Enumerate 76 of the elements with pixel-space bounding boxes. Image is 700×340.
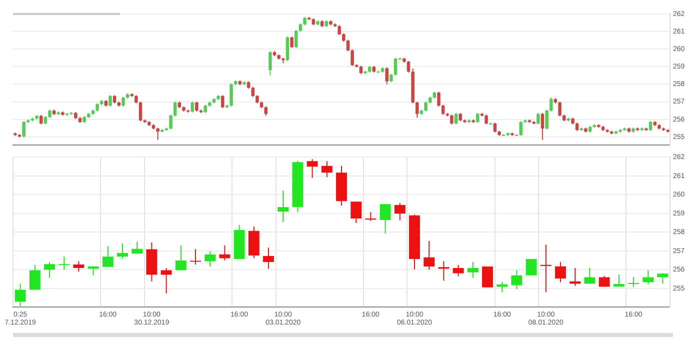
candlestick — [406, 60, 410, 73]
candlestick — [190, 101, 194, 113]
candlestick — [230, 82, 233, 108]
candlestick — [657, 272, 668, 284]
candlestick — [22, 120, 26, 138]
candlestick — [394, 202, 406, 221]
candlestick — [454, 112, 458, 125]
candlestick — [519, 120, 522, 136]
candlestick — [642, 270, 654, 285]
candlestick — [540, 112, 544, 140]
candlestick — [437, 91, 440, 108]
candlestick — [648, 120, 652, 132]
candlestick — [138, 101, 142, 122]
candlestick — [14, 283, 26, 307]
candlestick — [350, 201, 362, 224]
candlestick — [278, 190, 289, 223]
candlestick — [58, 256, 70, 270]
candlestick — [338, 24, 341, 36]
candlestick — [555, 262, 566, 283]
candlestick — [169, 114, 172, 130]
candlestick — [350, 48, 354, 66]
candlestick — [204, 250, 216, 268]
candlestick — [628, 276, 639, 288]
candlestick — [29, 264, 40, 290]
candlestick — [526, 258, 537, 276]
candlestick — [496, 282, 508, 293]
candlestick — [380, 204, 391, 234]
candlestick — [290, 36, 294, 49]
candlestick — [584, 267, 596, 284]
candlestick — [44, 262, 55, 278]
candlestick — [467, 261, 478, 278]
candlestick — [416, 101, 419, 118]
candlestick — [195, 101, 198, 112]
candlestick — [598, 275, 610, 288]
candlestick — [108, 94, 112, 108]
candlestick — [540, 244, 552, 293]
candlestick — [102, 246, 114, 268]
candlestick — [156, 127, 160, 140]
candlestick — [160, 268, 172, 294]
candlestick — [122, 96, 125, 108]
candlestick — [441, 104, 445, 116]
candlestick — [613, 274, 624, 288]
candlestick — [263, 247, 274, 270]
candlestick — [424, 101, 428, 112]
candlestick — [476, 112, 480, 124]
candlestick — [251, 86, 255, 98]
candlestick — [558, 101, 562, 117]
candlestick — [173, 101, 177, 117]
candlestick — [493, 122, 497, 134]
candlestick — [268, 50, 272, 76]
candlestick — [190, 248, 201, 265]
candlestick — [286, 36, 290, 62]
candlestick — [511, 270, 522, 290]
candlestick — [117, 242, 128, 259]
candlestick — [394, 57, 398, 76]
candlestick — [484, 114, 488, 125]
candlestick — [450, 114, 454, 125]
candlestick — [536, 112, 540, 125]
candlestick — [482, 266, 493, 288]
candlestick — [550, 96, 553, 112]
candlestick — [219, 244, 230, 261]
candlestick — [438, 260, 450, 282]
candlestick — [39, 114, 43, 125]
candlestick — [306, 158, 318, 178]
candlestick — [294, 29, 298, 49]
candlestick — [321, 160, 332, 178]
candlestick — [424, 240, 435, 270]
candlestick — [452, 264, 464, 277]
candlestick — [264, 106, 268, 116]
candlestick — [175, 245, 186, 271]
candlestick — [73, 260, 84, 272]
candlestick — [365, 212, 376, 222]
candlestick — [221, 94, 224, 109]
candlestick — [570, 268, 581, 286]
candlestick — [346, 39, 350, 52]
candlestick — [545, 109, 548, 130]
